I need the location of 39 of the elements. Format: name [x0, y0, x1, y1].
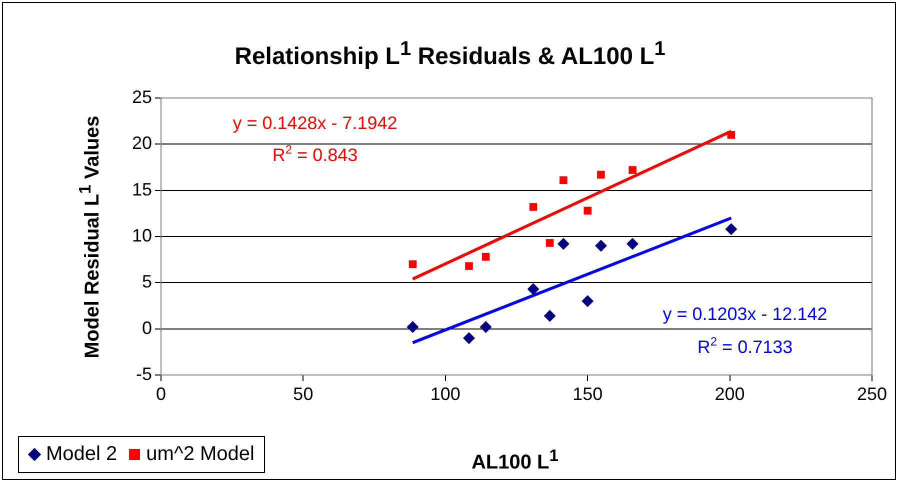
x-axis-title: AL100 L$^{1}$: [470, 446, 560, 475]
legend-label: Model 2: [46, 443, 118, 466]
point: [594, 240, 607, 252]
point: [725, 223, 738, 236]
annotation: y = 0.1428x - 7.1942: [232, 112, 398, 133]
point: [582, 295, 594, 308]
y-tick-label: 25: [132, 86, 152, 107]
point: [406, 320, 419, 333]
point: [727, 131, 736, 139]
y-tick-label: 10: [132, 225, 152, 246]
point: [482, 252, 490, 261]
point: [480, 320, 492, 333]
x-tick-label: 200: [714, 384, 745, 404]
x-tick-label: 0: [156, 384, 166, 404]
x-tick-label: 250: [856, 384, 888, 404]
point: [597, 170, 605, 179]
point: [546, 239, 554, 247]
point: [626, 238, 639, 250]
y-tick-label: -5: [136, 364, 152, 384]
y-tick-label: 20: [132, 133, 152, 154]
y-tick-label: 0: [142, 318, 152, 338]
point: [527, 283, 540, 296]
point: [557, 238, 570, 250]
annotation: y = 0.1203x - 12.142: [662, 304, 828, 324]
point: [465, 262, 473, 270]
legend-label: um^2 Model: [146, 443, 254, 466]
x-tick-label: 150: [572, 384, 603, 404]
point: [544, 310, 556, 322]
point: [628, 166, 636, 174]
point: [560, 176, 568, 184]
point: [463, 332, 476, 344]
point: [529, 203, 538, 211]
chart-title: Relationship L$^{1}$ Residuals & AL100 L$^{1}$: [234, 38, 666, 71]
x-tick-label: 100: [430, 384, 460, 404]
y-tick-label: 5: [142, 272, 152, 292]
x-tick-label: 50: [293, 384, 314, 404]
point: [584, 206, 592, 215]
point: [408, 260, 417, 268]
y-tick-label: 15: [132, 179, 152, 200]
